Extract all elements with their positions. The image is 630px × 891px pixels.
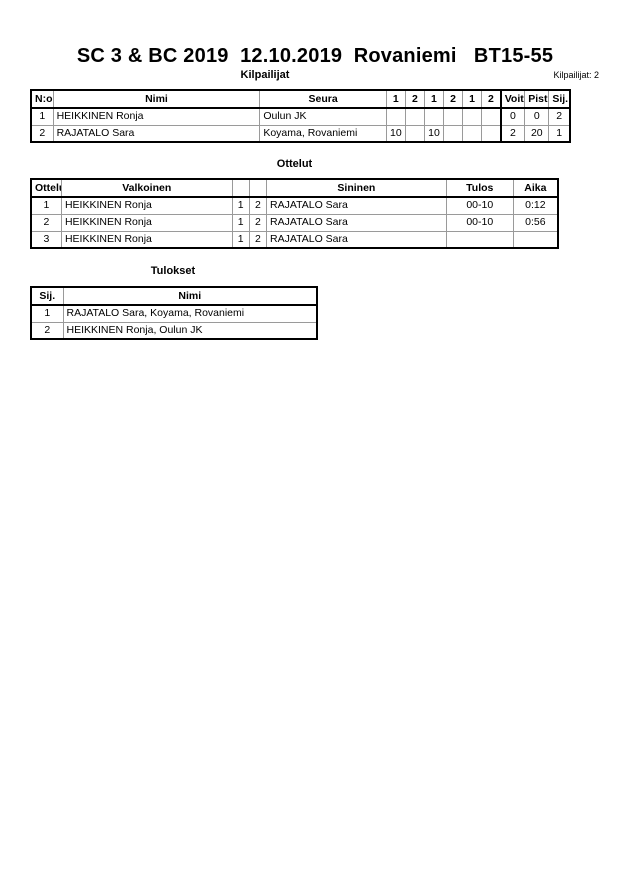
table-row: 1 HEIKKINEN Ronja 1 2 RAJATALO Sara 00-1… — [30, 196, 559, 215]
match-white-competitor: HEIKKINEN Ronja — [60, 196, 233, 215]
result-rank: 2 — [30, 321, 64, 340]
matches-header-row: Ottelu Valkoinen Sininen Tulos Aika — [30, 178, 559, 198]
column-header-number: N:o — [30, 89, 54, 109]
column-header-score-5: 1 — [462, 89, 483, 109]
competitors-count-label: Kilpailijat: 2 — [553, 70, 599, 80]
competitor-score-4 — [442, 107, 464, 126]
column-header-blue-number — [248, 178, 268, 198]
matches-section-heading: Ottelut — [276, 158, 313, 170]
match-blue-competitor: RAJATALO Sara — [266, 213, 447, 232]
competitor-score-3 — [423, 107, 445, 126]
column-header-time: Aika — [512, 178, 559, 198]
competitor-number: 1 — [30, 107, 54, 126]
competitor-rank: 1 — [548, 124, 571, 143]
column-header-club: Seura — [259, 89, 387, 109]
match-number: 1 — [30, 196, 62, 215]
column-header-points: Pist. — [524, 89, 550, 109]
match-blue-number: 2 — [248, 196, 268, 215]
column-header-match: Ottelu — [30, 178, 62, 198]
competitors-table: N:o Nimi Seura 1 2 1 2 1 2 Voit. Pist. S… — [30, 89, 571, 143]
column-header-rank: Sij. — [548, 89, 571, 109]
results-section-heading: Tulokset — [150, 265, 196, 277]
match-blue-number: 2 — [248, 213, 268, 232]
result-rank: 1 — [30, 304, 64, 323]
column-header-score-1: 1 — [385, 89, 406, 109]
result-name: HEIKKINEN Ronja, Oulun JK — [62, 321, 318, 340]
match-white-number: 1 — [231, 230, 250, 249]
table-row: 3 HEIKKINEN Ronja 1 2 RAJATALO Sara — [30, 230, 559, 249]
match-time — [512, 230, 559, 249]
match-blue-competitor: RAJATALO Sara — [266, 230, 447, 249]
competitors-section-heading: Kilpailijat — [240, 69, 290, 81]
table-row: 2 HEIKKINEN Ronja 1 2 RAJATALO Sara 00-1… — [30, 213, 559, 232]
match-result: 00-10 — [445, 213, 514, 232]
match-blue-number: 2 — [248, 230, 268, 249]
match-white-competitor: HEIKKINEN Ronja — [60, 230, 233, 249]
match-number: 3 — [30, 230, 62, 249]
table-row: 1 RAJATALO Sara, Koyama, Rovaniemi — [30, 304, 318, 323]
competitor-score-2 — [404, 124, 425, 143]
match-time: 0:56 — [512, 213, 559, 232]
competitors-header-row: N:o Nimi Seura 1 2 1 2 1 2 Voit. Pist. S… — [30, 89, 571, 109]
column-header-score-3: 1 — [423, 89, 445, 109]
competitor-score-6 — [481, 107, 502, 126]
match-result: 00-10 — [445, 196, 514, 215]
results-table: Sij. Nimi 1 RAJATALO Sara, Koyama, Rovan… — [30, 286, 318, 340]
table-row: 1 HEIKKINEN Ronja Oulun JK 0 0 2 — [30, 107, 571, 126]
competitor-score-1: 10 — [385, 124, 406, 143]
match-number: 2 — [30, 213, 62, 232]
column-header-score-4: 2 — [442, 89, 464, 109]
competitor-score-6 — [481, 124, 502, 143]
column-header-score-2: 2 — [404, 89, 425, 109]
competitor-name: HEIKKINEN Ronja — [52, 107, 261, 126]
match-result — [445, 230, 514, 249]
page-title: SC 3 & BC 2019 12.10.2019 Rovaniemi BT15… — [76, 45, 554, 67]
match-white-competitor: HEIKKINEN Ronja — [60, 213, 233, 232]
competitor-name: RAJATALO Sara — [52, 124, 261, 143]
results-header-row: Sij. Nimi — [30, 286, 318, 306]
column-header-result: Tulos — [445, 178, 514, 198]
competitor-score-1 — [385, 107, 406, 126]
column-header-name: Nimi — [52, 89, 261, 109]
match-white-number: 1 — [231, 213, 250, 232]
competitor-score-4 — [442, 124, 464, 143]
column-header-score-6: 2 — [481, 89, 502, 109]
competitor-score-2 — [404, 107, 425, 126]
competitor-score-5 — [462, 107, 483, 126]
competitor-club: Oulun JK — [259, 107, 387, 126]
table-row: 2 HEIKKINEN Ronja, Oulun JK — [30, 321, 318, 340]
competitor-wins: 2 — [499, 124, 526, 143]
match-blue-competitor: RAJATALO Sara — [266, 196, 447, 215]
competitor-rank: 2 — [548, 107, 571, 126]
competitor-score-3: 10 — [423, 124, 445, 143]
competitor-score-5 — [462, 124, 483, 143]
competitor-points: 0 — [524, 107, 550, 126]
column-header-name: Nimi — [62, 286, 318, 306]
competitor-club: Koyama, Rovaniemi — [259, 124, 387, 143]
match-white-number: 1 — [231, 196, 250, 215]
column-header-blue: Sininen — [266, 178, 447, 198]
competitor-number: 2 — [30, 124, 54, 143]
match-time: 0:12 — [512, 196, 559, 215]
matches-table: Ottelu Valkoinen Sininen Tulos Aika 1 HE… — [30, 178, 559, 249]
competitor-wins: 0 — [499, 107, 526, 126]
column-header-wins: Voit. — [499, 89, 526, 109]
column-header-white: Valkoinen — [60, 178, 233, 198]
competitor-points: 20 — [524, 124, 550, 143]
table-row: 2 RAJATALO Sara Koyama, Rovaniemi 10 10 … — [30, 124, 571, 143]
column-header-rank: Sij. — [30, 286, 64, 306]
column-header-white-number — [231, 178, 250, 198]
result-name: RAJATALO Sara, Koyama, Rovaniemi — [62, 304, 318, 323]
